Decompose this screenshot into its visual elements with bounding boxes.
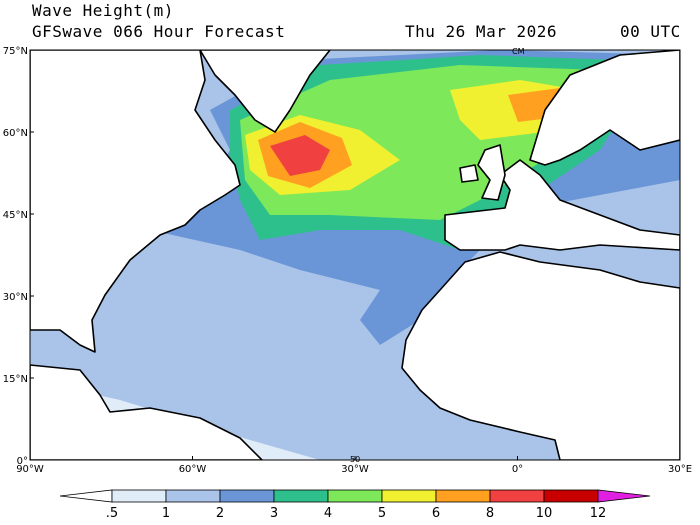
colorbar-bin (219, 489, 275, 503)
colorbar-label: 5 (378, 506, 386, 521)
lat-label: 45°N (3, 210, 28, 221)
colorbar-bin (273, 489, 329, 503)
date: Thu 26 Mar 2026 (405, 22, 557, 41)
colorbar-bin (381, 489, 437, 503)
colorbar-bin (111, 489, 167, 503)
title: Wave Height(m) (32, 1, 174, 20)
lon-label: 30°E (668, 464, 692, 475)
colorbar-label: 8 (486, 506, 494, 521)
colorbar-label: 1 (162, 506, 170, 521)
colorbar-bin (435, 489, 491, 503)
axes: 75°N60°N45°N30°N15°N0°90°W 60°W 30°W 0° 30°E (3, 46, 692, 475)
colorbar-label: .5 (106, 506, 118, 521)
colorbar-label: 12 (590, 506, 607, 521)
subtitle: GFSwave 066 Hour Forecast (32, 22, 285, 41)
lon-label: 30°W (341, 464, 369, 475)
colorbar-label: 10 (536, 506, 553, 521)
colorbar-bin (543, 489, 599, 503)
colorbar-bin (165, 489, 221, 503)
map-label: CM (512, 47, 525, 56)
colorbar-bin (489, 489, 545, 503)
lat-label: 60°N (3, 128, 28, 139)
lon-label: 0° (512, 464, 523, 475)
lon-label: 90°W (16, 464, 44, 475)
colorbar-label: 6 (432, 506, 440, 521)
lat-label: 75°N (3, 46, 28, 57)
map: CM 50 (29, 47, 681, 464)
colorbar-label: 4 (324, 506, 332, 521)
time: 00 UTC (620, 22, 681, 41)
colorbar: .5 1 2 3 4 5 6 8 10 12 (59, 489, 651, 521)
colorbar-bin (327, 489, 383, 503)
lon-label: 60°W (179, 464, 207, 475)
colorbar-extend (597, 489, 651, 503)
colorbar-label: 3 (270, 506, 278, 521)
lat-label: 15°N (3, 374, 28, 385)
lat-label: 30°N (3, 292, 28, 303)
colorbar-label: 2 (216, 506, 224, 521)
colorbar-extend (59, 489, 113, 503)
lat-label: 0° (17, 456, 28, 467)
